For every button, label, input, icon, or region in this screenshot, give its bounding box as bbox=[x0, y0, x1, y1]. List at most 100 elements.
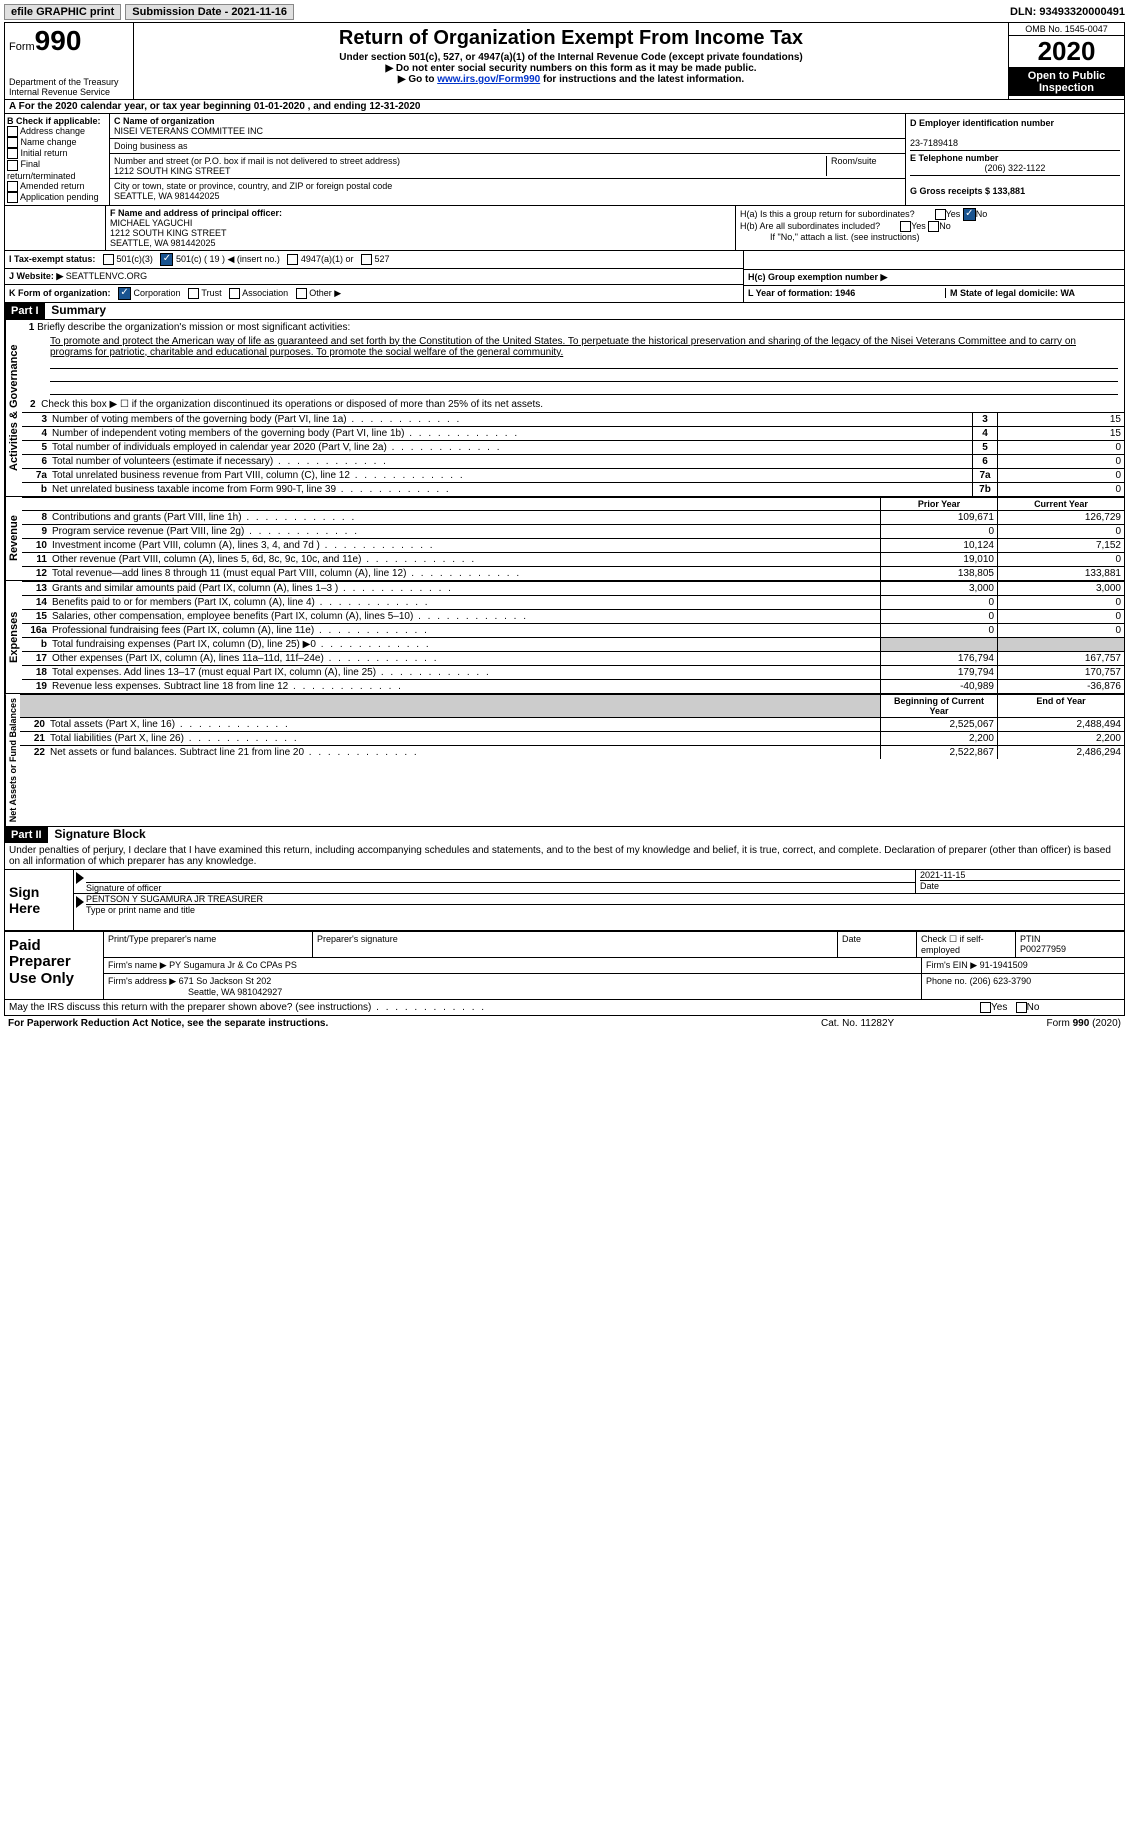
checkbox-icon[interactable] bbox=[928, 221, 939, 232]
prior-value: 109,671 bbox=[880, 511, 997, 524]
line2: 2 Check this box ▶ ☐ if the organization… bbox=[22, 397, 1124, 412]
footer-right: Form 990 (2020) bbox=[971, 1018, 1121, 1029]
hb-note: If "No," attach a list. (see instruction… bbox=[740, 232, 1120, 242]
b-item: Final return/terminated bbox=[7, 159, 107, 180]
expenses-body: 13 Grants and similar amounts paid (Part… bbox=[22, 581, 1124, 693]
current-year-header: Current Year bbox=[997, 498, 1124, 510]
line-label: Other revenue (Part VIII, column (A), li… bbox=[50, 553, 880, 566]
col-d: D Employer identification number 23-7189… bbox=[906, 114, 1124, 205]
checkbox-icon[interactable] bbox=[361, 254, 372, 265]
part1-badge: Part I bbox=[5, 303, 45, 319]
box-f: F Name and address of principal officer:… bbox=[106, 206, 736, 250]
prep-row1: Print/Type preparer's name Preparer's si… bbox=[104, 932, 1124, 958]
checkbox-icon[interactable] bbox=[935, 209, 946, 220]
checkbox-icon[interactable] bbox=[980, 1002, 991, 1013]
ha: H(a) Is this a group return for subordin… bbox=[740, 208, 1120, 221]
current-value: 7,152 bbox=[997, 539, 1124, 552]
checkbox-icon[interactable] bbox=[7, 126, 18, 137]
current-value: 0 bbox=[997, 553, 1124, 566]
arrow-icon bbox=[76, 872, 84, 884]
checkbox-icon[interactable] bbox=[229, 288, 240, 299]
rows-ijk: I Tax-exempt status: 501(c)(3) ✓ 501(c) … bbox=[5, 250, 1124, 302]
line-label: Total unrelated business revenue from Pa… bbox=[50, 469, 972, 482]
efile-button[interactable]: efile GRAPHIC print bbox=[4, 4, 121, 20]
may-irs-yn: Yes No bbox=[980, 1002, 1120, 1013]
prior-value: 2,200 bbox=[880, 732, 997, 745]
checkbox-icon[interactable] bbox=[103, 254, 114, 265]
checkbox-icon[interactable] bbox=[296, 288, 307, 299]
table-row: 20 Total assets (Part X, line 16) 2,525,… bbox=[20, 717, 1124, 731]
irs-link[interactable]: www.irs.gov/Form990 bbox=[437, 74, 540, 85]
table-row: 13 Grants and similar amounts paid (Part… bbox=[22, 581, 1124, 595]
line-label: Number of independent voting members of … bbox=[50, 427, 972, 440]
sig-officer-label: Signature of officer bbox=[86, 882, 915, 893]
table-row: 9 Program service revenue (Part VIII, li… bbox=[22, 524, 1124, 538]
addr-value: 1212 SOUTH KING STREET bbox=[114, 166, 231, 176]
date-label: Date bbox=[920, 880, 1120, 891]
prep-name-label: Print/Type preparer's name bbox=[104, 932, 313, 957]
header-left: Form990 Department of the Treasury Inter… bbox=[5, 23, 134, 99]
phone-value: (206) 322-1122 bbox=[910, 163, 1120, 173]
line-box: 7b bbox=[972, 483, 997, 496]
line-num: 3 bbox=[22, 413, 50, 426]
f-label: F Name and address of principal officer: bbox=[110, 208, 282, 218]
line-box: 4 bbox=[972, 427, 997, 440]
c-dba: Doing business as bbox=[110, 139, 905, 154]
table-row: 17 Other expenses (Part IX, column (A), … bbox=[22, 651, 1124, 665]
checkbox-icon[interactable] bbox=[188, 288, 199, 299]
checkbox-icon[interactable] bbox=[1016, 1002, 1027, 1013]
may-irs-text: May the IRS discuss this return with the… bbox=[9, 1002, 980, 1013]
box-h: H(a) Is this a group return for subordin… bbox=[736, 206, 1124, 250]
table-row: b Total fundraising expenses (Part IX, c… bbox=[22, 637, 1124, 651]
row-j: J Website: ▶ SEATTLENVC.ORG bbox=[5, 269, 743, 285]
checkbox-icon[interactable] bbox=[7, 192, 18, 203]
line-label: Net unrelated business taxable income fr… bbox=[50, 483, 972, 496]
prior-value: 0 bbox=[880, 610, 997, 623]
line-num: 13 bbox=[22, 582, 50, 595]
twocol-header: Prior Year Current Year bbox=[22, 497, 1124, 510]
vtab-activities: Activities & Governance bbox=[5, 320, 22, 496]
prior-value: 0 bbox=[880, 596, 997, 609]
checkbox-icon[interactable] bbox=[7, 148, 18, 159]
prep-row3: Firm's address ▶ 671 So Jackson St 202 S… bbox=[104, 974, 1124, 999]
checkbox-icon[interactable] bbox=[900, 221, 911, 232]
hb: H(b) Are all subordinates included? Yes … bbox=[740, 221, 1120, 232]
submission-date-button[interactable]: Submission Date - 2021-11-16 bbox=[125, 4, 294, 20]
table-row: 8 Contributions and grants (Part VIII, l… bbox=[22, 510, 1124, 524]
firm-name: Firm's name ▶ PY Sugamura Jr & Co CPAs P… bbox=[104, 958, 922, 973]
line-num: 22 bbox=[20, 746, 48, 759]
arrow-icon bbox=[76, 896, 84, 908]
receipts-label: G Gross receipts $ 133,881 bbox=[910, 186, 1025, 196]
top-bar: efile GRAPHIC print Submission Date - 20… bbox=[4, 4, 1125, 20]
section-bcd: B Check if applicable: Address change Na… bbox=[5, 114, 1124, 205]
line-label: Total fundraising expenses (Part IX, col… bbox=[50, 638, 880, 651]
vtab-revenue: Revenue bbox=[5, 497, 22, 580]
prior-value: 3,000 bbox=[880, 582, 997, 595]
prior-value: 2,522,867 bbox=[880, 746, 997, 759]
dln-label: DLN: 93493320000491 bbox=[1010, 6, 1125, 18]
preparer-right: Print/Type preparer's name Preparer's si… bbox=[103, 932, 1124, 999]
checked-icon[interactable]: ✓ bbox=[963, 208, 976, 221]
checked-icon[interactable]: ✓ bbox=[118, 287, 131, 300]
c-city: City or town, state or province, country… bbox=[110, 179, 905, 203]
table-row: 16a Professional fundraising fees (Part … bbox=[22, 623, 1124, 637]
line-num: 16a bbox=[22, 624, 50, 637]
current-value: 126,729 bbox=[997, 511, 1124, 524]
line-num: 15 bbox=[22, 610, 50, 623]
current-value: 2,488,494 bbox=[997, 718, 1124, 731]
addr-label: Number and street (or P.O. box if mail i… bbox=[114, 156, 400, 166]
checkbox-icon[interactable] bbox=[287, 254, 298, 265]
current-value bbox=[997, 638, 1124, 651]
checked-icon[interactable]: ✓ bbox=[160, 253, 173, 266]
netassets-section: Net Assets or Fund Balances Beginning of… bbox=[5, 693, 1124, 826]
checkbox-icon[interactable] bbox=[7, 137, 18, 148]
row-m: M State of legal domicile: WA bbox=[945, 288, 1120, 298]
checkbox-icon[interactable] bbox=[7, 160, 18, 171]
table-row: 14 Benefits paid to or for members (Part… bbox=[22, 595, 1124, 609]
activities-body: 1 1 Briefly describe the organization's … bbox=[22, 320, 1124, 496]
current-value: 133,881 bbox=[997, 567, 1124, 580]
underline bbox=[50, 371, 1118, 382]
checkbox-icon[interactable] bbox=[7, 181, 18, 192]
sign-block: Sign Here Signature of officer 2021-11-1… bbox=[5, 869, 1124, 930]
firm-phone: Phone no. (206) 623-3790 bbox=[922, 974, 1124, 999]
